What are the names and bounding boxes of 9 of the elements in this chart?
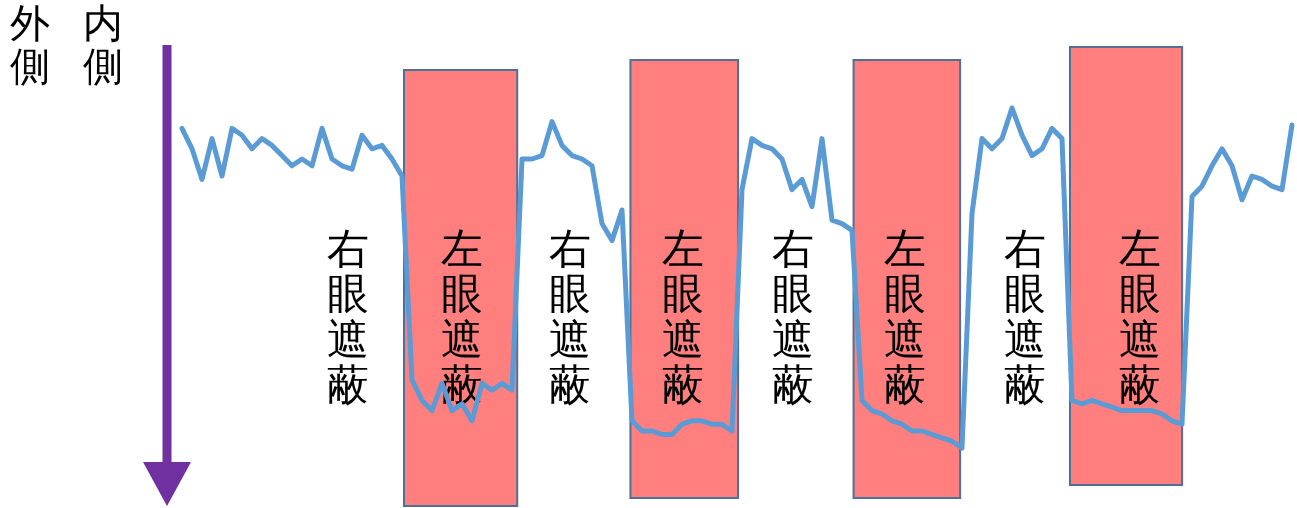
annotation: 左眼遮蔽 xyxy=(884,223,926,410)
annotation: 左眼遮蔽 xyxy=(1119,223,1161,410)
text: 外側 xyxy=(10,0,50,90)
annotation: 右眼遮蔽 xyxy=(1004,223,1046,410)
annotation: 右眼遮蔽 xyxy=(327,223,369,410)
text: 内側 xyxy=(83,0,123,90)
annotation: 右眼遮蔽 xyxy=(549,223,591,410)
annotation: 左眼遮蔽 xyxy=(662,223,704,410)
annotation: 右眼遮蔽 xyxy=(772,223,814,410)
